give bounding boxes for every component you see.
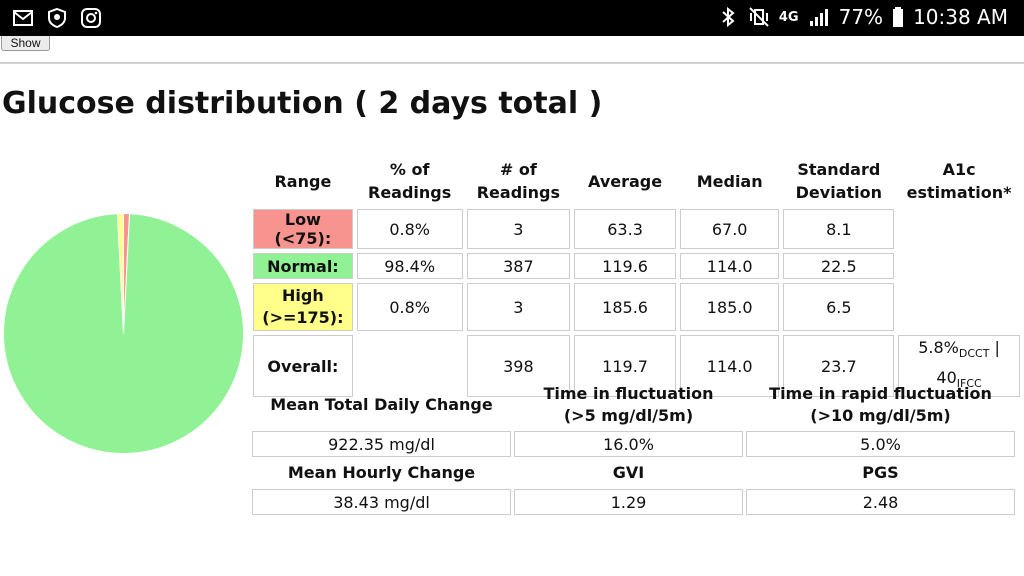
- empty-cell: [898, 209, 1020, 249]
- pct-header: % of Readings: [368, 160, 452, 202]
- show-button[interactable]: Show: [1, 36, 50, 51]
- divider: [0, 62, 1024, 64]
- status-bar: 4G 77% 10:38 AM: [0, 0, 1024, 36]
- mail-icon: [13, 10, 33, 26]
- system-icons: 4G 77% 10:38 AM: [717, 5, 1008, 29]
- overall-median: 114.0: [679, 335, 780, 397]
- tif-header: Time in fluctuation (>5 mg/dl/5m): [543, 384, 714, 425]
- high-row: High (>=175): 0.8% 3 185.6 185.0 6.5: [253, 283, 1020, 331]
- normal-row: Normal: 98.4% 387 119.6 114.0 22.5: [253, 253, 1020, 279]
- pgs-value: 2.48: [746, 489, 1015, 515]
- page-title: Glucose distribution ( 2 days total ): [2, 86, 603, 121]
- notification-icons: [12, 7, 102, 29]
- high-label: High (>=175):: [253, 283, 353, 331]
- empty-cell: [898, 253, 1020, 279]
- high-sd: 6.5: [783, 283, 895, 331]
- mtdc-header: Mean Total Daily Change: [270, 395, 493, 414]
- trf-value: 5.0%: [746, 431, 1015, 457]
- high-pct: 0.8%: [356, 283, 463, 331]
- low-sd: 8.1: [783, 209, 895, 249]
- overall-average: 119.7: [574, 335, 676, 397]
- mhc-value: 38.43 mg/dl: [252, 489, 511, 515]
- distribution-table: Range % of Readings # of Readings Average …: [249, 153, 1024, 401]
- normal-average: 119.6: [574, 253, 676, 279]
- stats-header-row-1: Mean Total Daily Change Time in fluctuat…: [252, 382, 1015, 428]
- signal-icon: [809, 9, 828, 26]
- a1c-header: A1c estimation*: [906, 160, 1012, 202]
- mtdc-value: 922.35 mg/dl: [252, 431, 511, 457]
- vibrate-mute-icon: [749, 7, 769, 27]
- header-row: Range % of Readings # of Readings Average …: [253, 157, 1020, 205]
- battery-icon: [893, 7, 904, 27]
- low-pct: 0.8%: [356, 209, 463, 249]
- battery-percent: 77%: [838, 5, 884, 29]
- trf-header: Time in rapid fluctuation (>10 mg/dl/5m): [769, 384, 992, 425]
- stats-value-row-1: 922.35 mg/dl 16.0% 5.0%: [252, 431, 1015, 457]
- mhc-header: Mean Hourly Change: [287, 463, 476, 482]
- shield-icon: [48, 7, 66, 29]
- variability-stats-table: Mean Total Daily Change Time in fluctuat…: [249, 379, 1018, 518]
- low-row: Low (<75): 0.8% 3 63.3 67.0 8.1: [253, 209, 1020, 249]
- low-count: 3: [466, 209, 571, 249]
- instagram-icon: [81, 8, 101, 28]
- low-median: 67.0: [679, 209, 780, 249]
- overall-sd: 23.7: [783, 335, 895, 397]
- bluetooth-icon: [722, 6, 735, 28]
- normal-count: 387: [466, 253, 571, 279]
- stats-value-row-2: 38.43 mg/dl 1.29 2.48: [252, 489, 1015, 515]
- high-count: 3: [466, 283, 571, 331]
- pie-slice-normal: [3, 213, 244, 454]
- sd-header: Standard Deviation: [795, 160, 882, 202]
- pie-slice-high: [116, 213, 124, 334]
- pgs-header: PGS: [862, 463, 899, 482]
- a1c-estimation: 5.8%DCCT | 40IFCC: [898, 335, 1020, 397]
- tif-value: 16.0%: [514, 431, 743, 457]
- gvi-value: 1.29: [514, 489, 743, 515]
- normal-label: Normal:: [253, 253, 353, 279]
- normal-sd: 22.5: [783, 253, 895, 279]
- stats-header-row-2: Mean Hourly Change GVI PGS: [252, 460, 1015, 486]
- range-header: Range: [274, 171, 332, 191]
- empty-cell: [898, 283, 1020, 331]
- normal-median: 114.0: [679, 253, 780, 279]
- distribution-pie-chart: [3, 213, 244, 454]
- overall-row: Overall: 398 119.7 114.0 23.7 5.8%DCCT |…: [253, 335, 1020, 397]
- count-header: # of Readings: [476, 160, 560, 202]
- average-header: Average: [588, 171, 663, 191]
- clock: 10:38 AM: [913, 5, 1008, 29]
- network-type: 4G: [778, 9, 799, 25]
- high-average: 185.6: [574, 283, 676, 331]
- normal-pct: 98.4%: [356, 253, 463, 279]
- low-label: Low (<75):: [253, 209, 353, 249]
- high-median: 185.0: [679, 283, 780, 331]
- low-average: 63.3: [574, 209, 676, 249]
- median-header: Median: [696, 171, 763, 191]
- overall-label: Overall:: [253, 335, 353, 397]
- gvi-header: GVI: [612, 463, 645, 482]
- overall-count: 398: [466, 335, 571, 397]
